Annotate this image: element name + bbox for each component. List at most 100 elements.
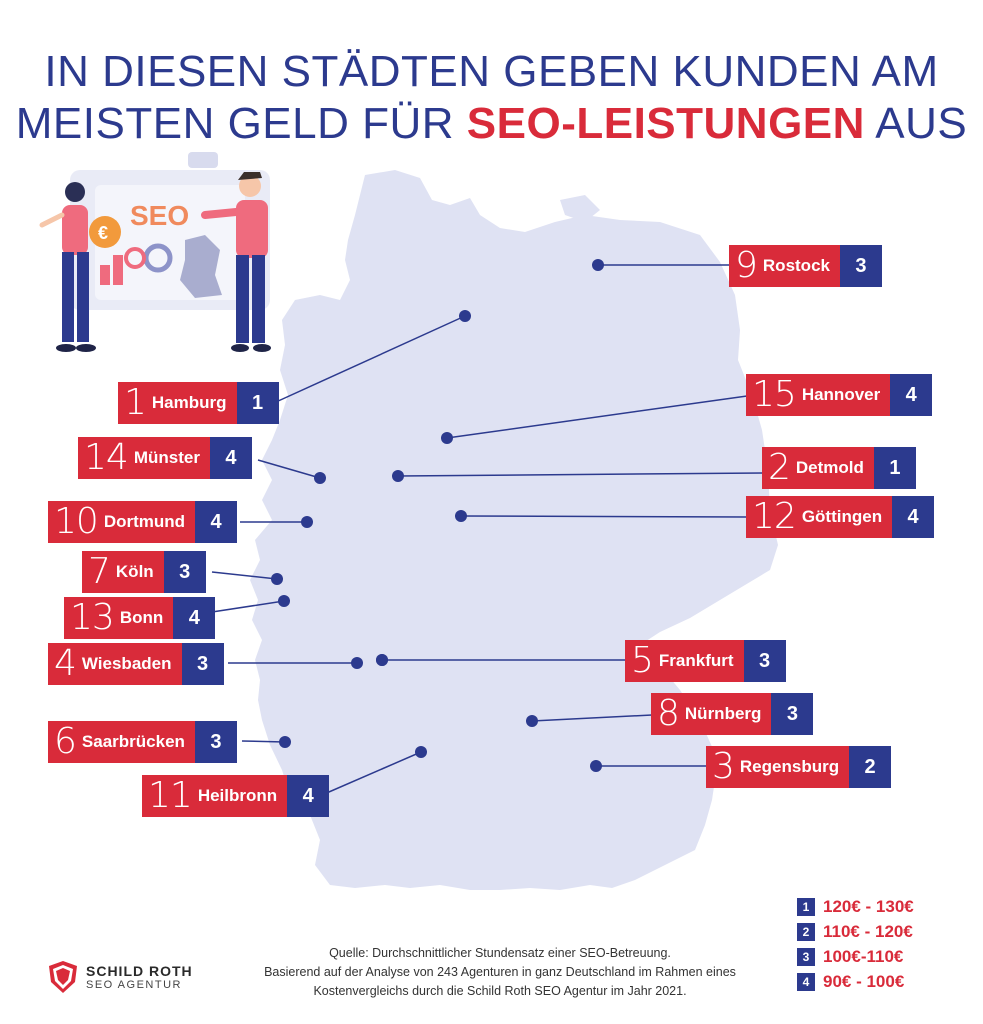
woman-figure: [39, 182, 96, 352]
legend-row: 2 110€ - 120€: [797, 921, 914, 943]
brand-logo: SCHILD ROTH SEO AGENTUR: [48, 960, 193, 994]
city-label-dortmund: 10 Dortmund 4: [48, 501, 238, 543]
legend-row: 3 100€-110€: [797, 946, 914, 968]
legend-tier: 3: [797, 948, 815, 966]
city-dot-hannover: [441, 432, 453, 444]
city-dot-saarbruecken: [279, 736, 291, 748]
tier-badge: 3: [839, 245, 882, 287]
donut-chart-icon-2: [124, 247, 146, 269]
city-name: Nürnberg: [684, 704, 762, 723]
city-label-regensburg: 3 Regensburg 2: [706, 746, 892, 788]
legend-range: 110€ - 120€: [823, 922, 913, 941]
rank-number: 10: [54, 501, 99, 542]
city-dot-regensburg: [590, 760, 602, 772]
city-label-frankfurt: 5 Frankfurt 3: [625, 640, 786, 682]
city-label-muenster: 14 Münster 4: [78, 437, 252, 479]
city-name: Heilbronn: [197, 786, 278, 805]
city-name: Frankfurt: [658, 651, 734, 670]
city-dot-goettingen: [455, 510, 467, 522]
seo-illustration: SEO €: [39, 152, 271, 352]
legend-range: 100€-110€: [823, 947, 904, 966]
city-label-goettingen: 12 Göttingen 4: [746, 496, 935, 538]
city-dot-bonn: [278, 595, 290, 607]
tier-badge: 3: [163, 551, 206, 593]
rank-number: 2: [768, 447, 791, 488]
connector-line-goettingen: [460, 515, 748, 518]
city-dot-hamburg: [459, 310, 471, 322]
rank-number: 5: [631, 640, 654, 681]
city-name: Hannover: [801, 385, 881, 404]
bar-icon-2: [113, 255, 123, 285]
tier-badge: 1: [236, 382, 279, 424]
city-dot-wiesbaden: [351, 657, 363, 669]
city-name: Münster: [133, 448, 200, 467]
tier-badge: 3: [181, 643, 224, 685]
legend-row: 4 90€ - 100€: [797, 971, 914, 993]
city-dot-muenster: [314, 472, 326, 484]
source-note: Quelle: Durchschnittlicher Stundensatz e…: [240, 944, 760, 1001]
source-line-3: Kostenvergleichs durch die Schild Roth S…: [313, 984, 687, 998]
tier-badge: 4: [287, 775, 330, 817]
city-name: Köln: [115, 562, 154, 581]
brand-subtitle: SEO AGENTUR: [86, 979, 182, 991]
legend-tier: 4: [797, 973, 815, 991]
rank-number: 6: [54, 721, 77, 762]
euro-coin-icon: [89, 216, 121, 248]
germany-shape: [250, 170, 778, 890]
source-line-1: Quelle: Durchschnittlicher Stundensatz e…: [329, 946, 671, 960]
legend-range: 90€ - 100€: [823, 972, 905, 991]
tier-badge: 4: [890, 374, 933, 416]
city-label-hannover: 15 Hannover 4: [746, 374, 933, 416]
city-label-wiesbaden: 4 Wiesbaden 3: [48, 643, 224, 685]
title-line2-end: AUS: [864, 99, 968, 148]
rank-number: 15: [752, 374, 797, 415]
euro-symbol: €: [98, 223, 108, 243]
rank-number: 12: [752, 496, 797, 537]
coast-island: [560, 195, 600, 222]
tier-badge: 4: [892, 496, 935, 538]
rank-number: 11: [148, 775, 193, 816]
city-name: Göttingen: [801, 507, 883, 526]
seo-screen-text: SEO: [130, 200, 189, 231]
rank-number: 1: [124, 382, 147, 423]
city-dot-rostock: [592, 259, 604, 271]
city-dot-dortmund: [301, 516, 313, 528]
city-label-detmold: 2 Detmold 1: [762, 447, 916, 489]
connector-line-hamburg: [275, 315, 466, 403]
city-name: Saarbrücken: [81, 732, 185, 751]
tier-badge: 3: [743, 640, 786, 682]
rank-number: 9: [735, 245, 758, 286]
legend-tier: 1: [797, 898, 815, 916]
connector-line-bonn: [211, 600, 285, 613]
mini-germany-icon: [180, 235, 222, 298]
tier-badge: 3: [771, 693, 814, 735]
rank-number: 14: [84, 437, 129, 478]
connector-line-nuernberg: [531, 714, 653, 722]
city-name: Bonn: [119, 608, 164, 627]
city-name: Detmold: [795, 458, 864, 477]
tier-badge: 1: [873, 447, 916, 489]
tier-badge: 4: [195, 501, 238, 543]
tier-badge: 4: [173, 597, 216, 639]
city-label-heilbronn: 11 Heilbronn 4: [142, 775, 330, 817]
city-name: Regensburg: [739, 757, 840, 776]
connector-line-koeln: [211, 571, 278, 580]
connector-lines: [211, 264, 764, 796]
city-name: Hamburg: [151, 393, 227, 412]
source-line-2: Basierend auf der Analyse von 243 Agentu…: [264, 965, 736, 979]
connector-line-hannover: [446, 395, 748, 439]
page-title-line2: MEISTEN GELD FÜR SEO-LEISTUNGEN AUS: [0, 98, 983, 150]
rank-number: 13: [70, 597, 115, 638]
tier-badge: 3: [194, 721, 237, 763]
brand-name: SCHILD ROTH: [86, 963, 193, 979]
city-dot-nuernberg: [526, 715, 538, 727]
title-line2-start: MEISTEN GELD FÜR: [15, 99, 467, 148]
connector-line-saarbruecken: [241, 740, 286, 743]
rank-number: 4: [54, 643, 77, 684]
city-label-hamburg: 1 Hamburg 1: [118, 382, 279, 424]
shield-icon: [49, 961, 77, 993]
city-name: Wiesbaden: [81, 654, 172, 673]
rank-number: 8: [657, 693, 680, 734]
city-dots: [271, 259, 604, 772]
